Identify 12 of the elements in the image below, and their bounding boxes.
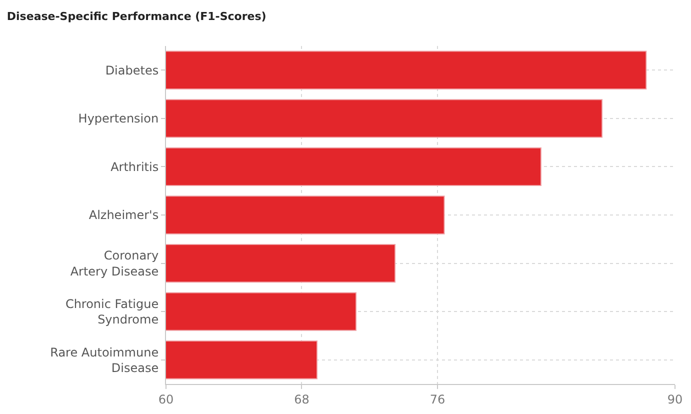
- y-tick-label: Hypertension: [78, 112, 159, 126]
- y-tick-label: Arthritis: [110, 160, 159, 174]
- y-tick-label: Diabetes: [105, 63, 159, 78]
- chart-title: Disease-Specific Performance (F1-Scores): [6, 10, 266, 24]
- x-tick-label: 60: [158, 392, 174, 406]
- y-tick-label: Chronic Fatigue Syndrome: [65, 296, 159, 327]
- x-tick-label: 76: [430, 392, 446, 406]
- y-tick-label: Alzheimer's: [88, 208, 159, 222]
- y-tick-label: Coronary Artery Disease: [70, 248, 159, 278]
- y-tick-label: Rare Autoimmune Disease: [50, 345, 159, 375]
- x-tick-label: 68: [294, 392, 310, 406]
- x-tick-label: 90: [667, 392, 683, 406]
